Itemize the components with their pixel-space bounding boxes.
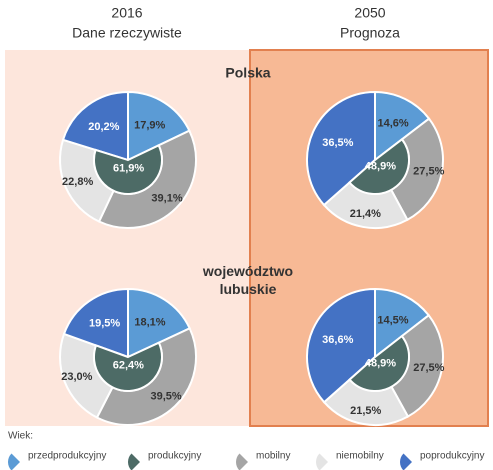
inner-segment	[93, 143, 163, 195]
value-label: 21,4%	[350, 208, 381, 220]
legend-swatch	[236, 453, 248, 470]
value-label: 39,5%	[151, 391, 182, 403]
value-label: 36,5%	[322, 137, 353, 149]
pie-segment	[306, 287, 376, 404]
pie-segment	[374, 287, 431, 360]
value-label: 19,5%	[89, 318, 120, 330]
legend-swatch	[128, 453, 140, 470]
row-label: Polska	[225, 65, 270, 81]
inner-label: 48,9%	[365, 357, 396, 369]
value-label: 18,1%	[134, 317, 165, 329]
column-label: Prognoza	[340, 25, 400, 41]
pie-segment	[62, 287, 129, 359]
value-label: 20,2%	[88, 121, 119, 133]
column-year: 2016	[111, 5, 142, 21]
legend-label: przedprodukcyjny	[28, 451, 106, 462]
value-label: 21,5%	[350, 405, 381, 417]
column-year: 2050	[354, 5, 385, 21]
value-label: 36,6%	[322, 334, 353, 346]
value-label: 23,0%	[61, 371, 92, 383]
pie-segment	[127, 287, 192, 359]
inner-label: 61,9%	[113, 162, 144, 174]
legend-swatch	[316, 453, 328, 470]
inner-segment	[348, 137, 410, 196]
legend-swatch	[400, 453, 412, 470]
inner-segment	[93, 341, 163, 392]
legend-label: niemobilny	[336, 451, 384, 462]
value-label: 14,5%	[377, 314, 408, 326]
legend-label: poprodukcyjny	[420, 451, 484, 462]
legend-swatch	[8, 453, 20, 470]
value-label: 39,1%	[151, 193, 182, 205]
value-label: 17,9%	[134, 119, 165, 131]
legend-label: produkcyjny	[148, 451, 201, 462]
value-label: 22,8%	[62, 176, 93, 188]
pie-segment	[374, 90, 431, 163]
value-label: 27,5%	[413, 165, 444, 177]
pie-segment	[306, 90, 376, 207]
inner-segment	[348, 334, 410, 392]
value-label: 27,5%	[413, 362, 444, 374]
legend-label: mobilny	[256, 451, 290, 462]
pie-segment	[61, 90, 129, 162]
inner-label: 48,9%	[365, 160, 396, 172]
inner-label: 62,4%	[113, 359, 144, 371]
row-label: województwo lubuskie	[202, 263, 294, 297]
column-label: Dane rzeczywiste	[72, 25, 182, 41]
value-label: 14,6%	[377, 117, 408, 129]
legend-title: Wiek:	[8, 431, 33, 442]
pie-segment	[127, 90, 191, 162]
